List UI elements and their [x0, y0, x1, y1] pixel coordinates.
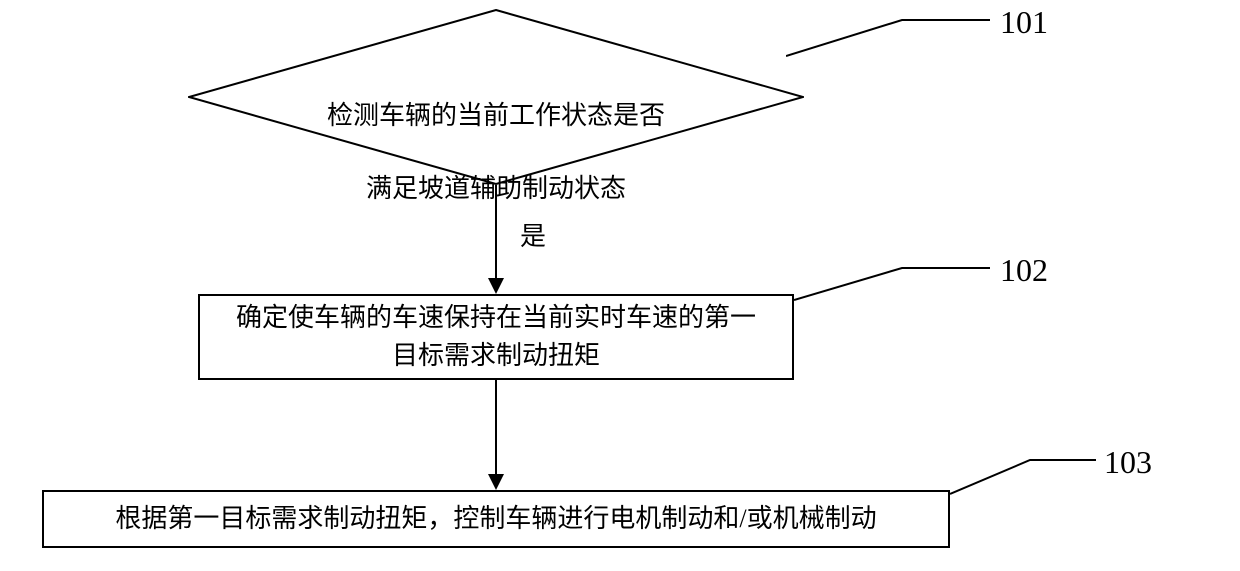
leader-103 [950, 454, 1100, 496]
edge-1-line [495, 185, 497, 279]
leader-101 [786, 8, 996, 60]
process1-node: 确定使车辆的车速保持在当前实时车速的第一 目标需求制动扭矩 [198, 294, 794, 380]
step-label-101: 101 [1000, 4, 1048, 41]
edge-1-label: 是 [520, 216, 546, 253]
leader-102 [794, 260, 994, 304]
flowchart-canvas: 检测车辆的当前工作状态是否 满足坡道辅助制动状态 101 是 确定使车辆的车速保… [0, 0, 1240, 571]
edge-2-line [495, 380, 497, 475]
process1-text: 确定使车辆的车速保持在当前实时车速的第一 目标需求制动扭矩 [236, 299, 756, 374]
process1-line2: 目标需求制动扭矩 [392, 341, 600, 370]
decision-line1: 检测车辆的当前工作状态是否 [327, 101, 665, 130]
step-label-102: 102 [1000, 252, 1048, 289]
step-label-103: 103 [1104, 444, 1152, 481]
process2-node: 根据第一目标需求制动扭矩，控制车辆进行电机制动和/或机械制动 [42, 490, 950, 548]
process1-line1: 确定使车辆的车速保持在当前实时车速的第一 [236, 303, 756, 332]
edge-1-arrow [488, 278, 504, 294]
edge-2-arrow [488, 474, 504, 490]
process2-text: 根据第一目标需求制动扭矩，控制车辆进行电机制动和/或机械制动 [115, 500, 876, 538]
